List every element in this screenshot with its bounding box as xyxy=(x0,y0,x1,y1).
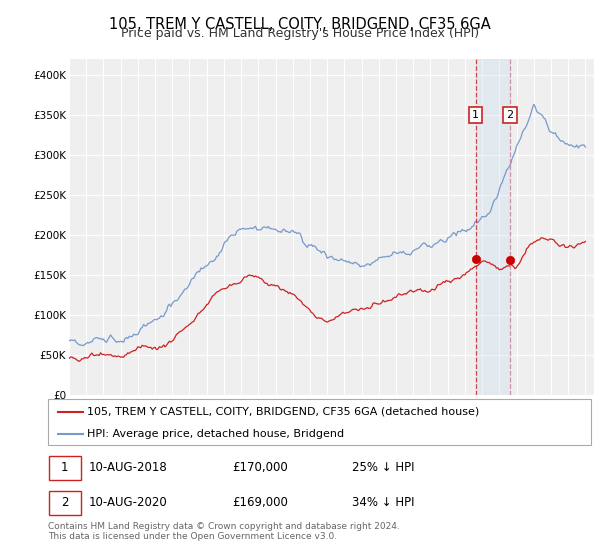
Bar xyxy=(49,491,80,515)
Text: 25% ↓ HPI: 25% ↓ HPI xyxy=(352,461,415,474)
Bar xyxy=(476,59,510,395)
Text: HPI: Average price, detached house, Bridgend: HPI: Average price, detached house, Brid… xyxy=(87,429,344,438)
Text: 10-AUG-2020: 10-AUG-2020 xyxy=(89,496,167,509)
Text: 34% ↓ HPI: 34% ↓ HPI xyxy=(352,496,415,509)
Text: 1: 1 xyxy=(61,461,68,474)
Bar xyxy=(49,456,80,479)
Text: £170,000: £170,000 xyxy=(233,461,289,474)
Text: 105, TREM Y CASTELL, COITY, BRIDGEND, CF35 6GA (detached house): 105, TREM Y CASTELL, COITY, BRIDGEND, CF… xyxy=(87,407,479,417)
Text: 2: 2 xyxy=(506,110,514,120)
Text: 2: 2 xyxy=(61,496,68,509)
Text: Price paid vs. HM Land Registry's House Price Index (HPI): Price paid vs. HM Land Registry's House … xyxy=(121,27,479,40)
Text: 10-AUG-2018: 10-AUG-2018 xyxy=(89,461,167,474)
Text: Contains HM Land Registry data © Crown copyright and database right 2024.
This d: Contains HM Land Registry data © Crown c… xyxy=(48,522,400,542)
Text: £169,000: £169,000 xyxy=(233,496,289,509)
Text: 105, TREM Y CASTELL, COITY, BRIDGEND, CF35 6GA: 105, TREM Y CASTELL, COITY, BRIDGEND, CF… xyxy=(109,17,491,32)
Text: 1: 1 xyxy=(472,110,479,120)
